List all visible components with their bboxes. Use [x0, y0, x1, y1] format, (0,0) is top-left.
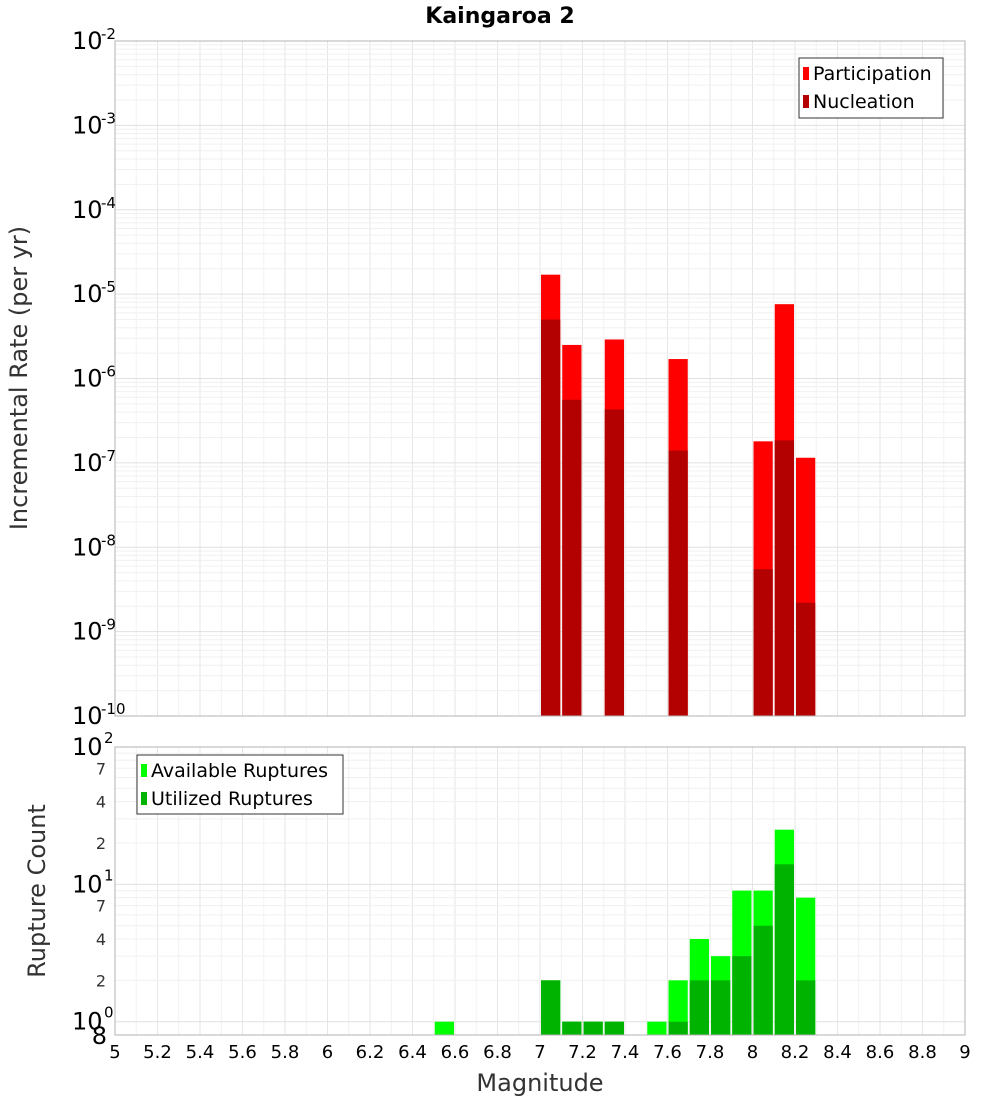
utilized-bar: [753, 925, 773, 1035]
legend-swatch-participation: [803, 67, 809, 80]
count-y-minor-tick: 7: [96, 897, 106, 916]
x-tick-label: 8.4: [823, 1042, 852, 1063]
rate-bars: [541, 274, 816, 716]
x-tick-label: 5.2: [143, 1042, 172, 1063]
utilized-bar: [774, 864, 794, 1035]
available-bar: [434, 1021, 454, 1035]
x-tick-label: 5.4: [186, 1042, 215, 1063]
rate-y-tick-base: 10: [72, 449, 103, 477]
rate-y-tick-base: 10: [72, 533, 103, 561]
legend-swatch-nucleation: [803, 95, 809, 108]
nucleation-bar: [604, 409, 624, 716]
x-tick-label: 6.2: [356, 1042, 385, 1063]
rate-legend: Participation Nucleation: [798, 57, 944, 119]
utilized-bar: [711, 980, 731, 1035]
x-tick-label: 5: [109, 1042, 120, 1063]
available-bar: [647, 1021, 667, 1035]
rate-y-tick-base: 10: [72, 111, 103, 139]
legend-swatch-available: [141, 764, 147, 777]
x-tick-label: 6.4: [398, 1042, 427, 1063]
utilized-bar: [541, 980, 561, 1035]
rate-y-tick-exponent: -3: [101, 109, 116, 127]
count-legend: Available Ruptures Utilized Ruptures: [136, 754, 344, 815]
count-y-bottom-tick: 8: [92, 1022, 107, 1050]
count-y-axis-title: Rupture Count: [23, 804, 51, 978]
x-tick-label: 8.8: [908, 1042, 937, 1063]
x-tick-label: 8.2: [781, 1042, 810, 1063]
count-bars: [434, 829, 816, 1035]
x-tick-label: 9: [959, 1042, 970, 1063]
utilized-bar: [583, 1021, 603, 1035]
rate-gridlines: [114, 41, 966, 717]
utilized-bar: [668, 1021, 688, 1035]
rate-y-axis-title: Incremental Rate (per yr): [5, 226, 33, 530]
utilized-bar: [689, 980, 709, 1035]
count-y-minor-tick: 7: [96, 759, 106, 778]
nucleation-bar: [774, 440, 794, 716]
rate-y-tick-exponent: -5: [101, 278, 116, 296]
rate-y-tick-base: 10: [72, 196, 103, 224]
magnitude-x-tick-labels: 5 5.2 5.4 5.6 5.8 6 6.2 6.4 6.6 6.8 7 7.2 7.4 7.6 7.8 8…: [109, 1042, 970, 1063]
rate-y-tick-base: 10: [72, 27, 103, 55]
x-tick-label: 5.6: [228, 1042, 257, 1063]
rate-y-tick-exponent: -6: [101, 363, 116, 381]
nucleation-bar: [753, 569, 773, 716]
utilized-bar: [732, 956, 752, 1035]
x-tick-label: 6.6: [441, 1042, 470, 1063]
available-bar: [668, 980, 688, 1035]
x-tick-label: 5.8: [271, 1042, 300, 1063]
count-y-tick-exponent: 0: [104, 1004, 114, 1022]
legend-label-utilized: Utilized Ruptures: [151, 788, 313, 810]
x-tick-label: 7: [534, 1042, 545, 1063]
nucleation-bar: [796, 602, 816, 716]
count-y-tick-exponent: 1: [104, 866, 114, 884]
utilized-bar: [562, 1021, 582, 1035]
count-y-minor-tick: 2: [96, 971, 106, 990]
rate-y-tick-exponent: -4: [101, 194, 116, 212]
legend-swatch-utilized: [141, 792, 147, 805]
count-y-tick-base: 10: [72, 1008, 103, 1036]
x-tick-label: 7.2: [568, 1042, 597, 1063]
count-y-tick-exponent: 2: [104, 729, 114, 747]
chart-title: Kaingaroa 2: [425, 4, 574, 29]
count-y-minor-tick: 2: [96, 834, 106, 853]
rate-y-tick-base: 10: [72, 702, 103, 730]
x-tick-label: 8.6: [866, 1042, 895, 1063]
count-y-tick-base: 10: [72, 733, 103, 761]
x-axis-title: Magnitude: [476, 1069, 603, 1097]
count-gridlines: [114, 747, 966, 1035]
rate-y-tick-exponent: -8: [101, 531, 116, 549]
count-y-minor-tick: 4: [96, 793, 106, 812]
x-tick-label: 8: [747, 1042, 758, 1063]
count-y-tick-base: 10: [72, 870, 103, 898]
x-tick-label: 6.8: [483, 1042, 512, 1063]
rate-y-tick-base: 10: [72, 280, 103, 308]
x-tick-label: 7.6: [653, 1042, 682, 1063]
rate-y-tick-exponent: -2: [101, 25, 116, 43]
x-tick-label: 6: [322, 1042, 333, 1063]
utilized-bar: [604, 1021, 624, 1035]
legend-label-available: Available Ruptures: [151, 760, 328, 782]
rate-y-tick-base: 10: [72, 365, 103, 393]
nucleation-bar: [562, 399, 582, 716]
rate-y-tick-exponent: -9: [101, 616, 116, 634]
x-tick-label: 7.4: [611, 1042, 640, 1063]
legend-label-nucleation: Nucleation: [813, 91, 915, 113]
rate-y-tick-exponent: -10: [101, 700, 126, 718]
count-y-minor-tick: 4: [96, 930, 106, 949]
nucleation-bar: [541, 319, 561, 716]
nucleation-bar: [668, 450, 688, 716]
legend-label-participation: Participation: [813, 63, 932, 85]
rate-y-tick-exponent: -7: [101, 447, 116, 465]
x-tick-label: 7.8: [696, 1042, 725, 1063]
utilized-bar: [796, 980, 816, 1035]
rate-y-tick-base: 10: [72, 618, 103, 646]
